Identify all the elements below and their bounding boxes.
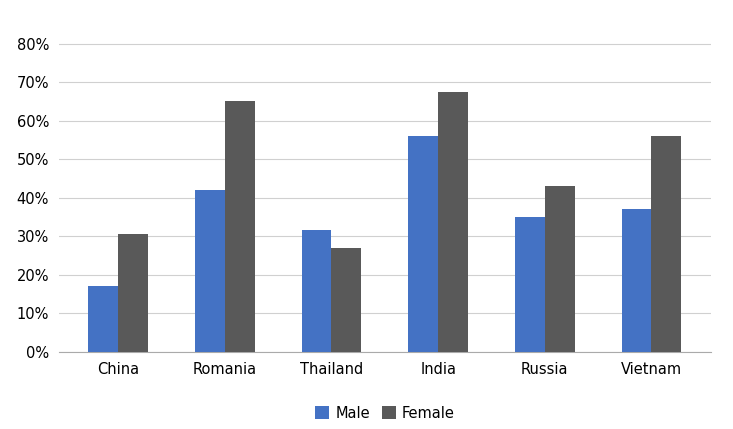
Legend: Male, Female: Male, Female <box>309 400 460 426</box>
Bar <box>622 209 652 352</box>
Bar <box>515 217 545 352</box>
Bar <box>545 186 575 352</box>
Bar <box>331 248 361 352</box>
Bar <box>195 190 225 352</box>
Bar <box>408 136 438 352</box>
Bar <box>652 136 682 352</box>
Bar <box>225 101 254 352</box>
Bar <box>301 230 331 352</box>
Bar <box>118 234 148 352</box>
Bar <box>88 286 118 352</box>
Bar <box>438 92 468 352</box>
